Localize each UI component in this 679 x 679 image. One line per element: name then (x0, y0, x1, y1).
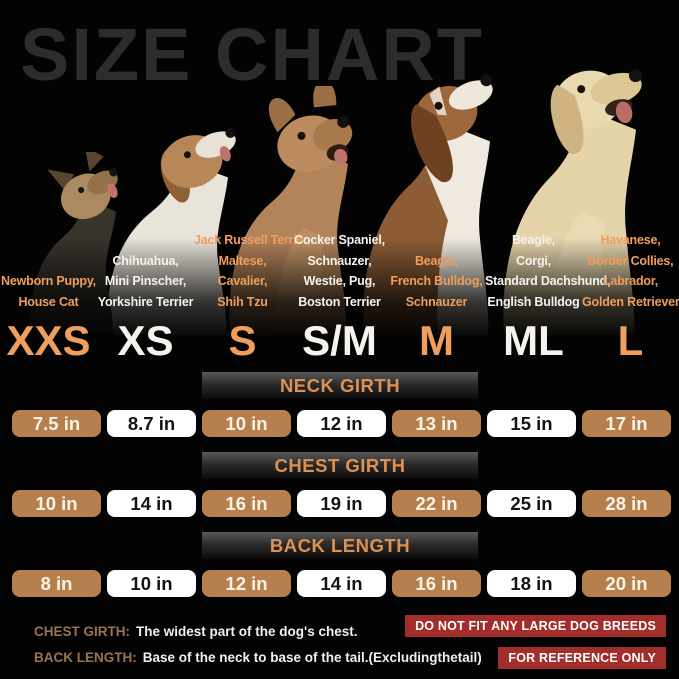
breed-list-s: Jack Russell Terrier, Maltese, Cavalier,… (194, 230, 311, 312)
size-value-box: 18 in (487, 570, 576, 597)
size-value-box: 22 in (392, 490, 481, 517)
size-value-box: 28 in (582, 490, 671, 517)
size-value-box: 7.5 in (12, 410, 101, 437)
breed-line: Maltese, (218, 253, 267, 268)
size-value-box: 16 in (202, 490, 291, 517)
neck-girth-values-row: 7.5 in 8.7 in 10 in 12 in 13 in 15 in 17… (12, 410, 671, 437)
size-value-box: 8 in (12, 570, 101, 597)
size-label-sm: S/M (302, 317, 377, 364)
size-value-box: 10 in (12, 490, 101, 517)
breed-list-m: Beagle, French Bulldog, Schnauzer (388, 251, 485, 313)
chest-girth-note-label: CHEST GIRTH: (34, 624, 130, 639)
section-header-neck-girth: NECK GIRTH (202, 372, 478, 399)
size-value-box: 12 in (202, 570, 291, 597)
breed-line: Border Collies, (587, 253, 674, 268)
breed-line: Golden Retriever (582, 294, 679, 309)
breed-list-sm: Cocker Spaniel, Schnauzer, Westie, Pug, … (291, 230, 388, 312)
size-label-xxs: XXS (6, 317, 91, 364)
breed-line: Yorkshire Terrier (97, 294, 194, 309)
breed-line: Jack Russell Terrier, (194, 233, 311, 247)
size-value-box: 17 in (582, 410, 671, 437)
warning-badge-reference-only: FOR REFERENCE ONLY (498, 647, 666, 669)
breed-line: Newborn Puppy, (1, 274, 96, 288)
breed-line: House Cat (18, 294, 79, 309)
breed-line: Mini Pinscher, (104, 274, 187, 288)
size-value-box: 14 in (107, 490, 196, 517)
photo-fade-overlay (0, 238, 679, 340)
size-value-box: 15 in (487, 410, 576, 437)
back-length-note: BACK LENGTH: Base of the neck to base of … (34, 650, 482, 665)
breed-line: Beagle, (414, 253, 459, 268)
size-label-m: M (419, 317, 454, 364)
back-length-note-text: Base of the neck to base of the tail.(Ex… (142, 650, 482, 665)
size-value-box: 12 in (297, 410, 386, 437)
size-value-box: 25 in (487, 490, 576, 517)
size-value-box: 10 in (107, 570, 196, 597)
chest-girth-note: CHEST GIRTH: The widest part of the dog's… (34, 624, 357, 639)
warning-badge-large-breeds: DO NOT FIT ANY LARGE DOG BREEDS (405, 615, 666, 637)
breed-line: Chihuahua, (112, 253, 179, 268)
breed-line: Westie, Pug, (303, 274, 376, 288)
size-value-box: 10 in (202, 410, 291, 437)
chest-girth-note-text: The widest part of the dog's chest. (136, 624, 358, 639)
breed-list-xxs: Newborn Puppy, House Cat (0, 271, 97, 312)
size-label-ml: ML (503, 317, 564, 364)
breed-line: Beagle, (511, 233, 556, 247)
breed-line: Cavalier, (217, 274, 268, 288)
page-title: SIZE CHART (20, 13, 484, 96)
breed-line: Corgi, (516, 253, 551, 268)
section-header-back-length: BACK LENGTH (202, 532, 478, 559)
size-value-box: 19 in (297, 490, 386, 517)
breed-line: Cocker Spaniel, (294, 233, 385, 247)
breed-lists-row: Newborn Puppy, House Cat Chihuahua, Mini… (0, 224, 679, 312)
section-header-chest-girth: CHEST GIRTH (202, 452, 478, 479)
breed-line: French Bulldog, (390, 274, 483, 288)
size-value-box: 20 in (582, 570, 671, 597)
breed-line: Shih Tzu (217, 294, 268, 309)
breed-line: Boston Terrier (298, 294, 381, 309)
breed-line: Schnauzer (405, 294, 468, 309)
size-label-xs: XS (117, 317, 174, 364)
chest-girth-values-row: 10 in 14 in 16 in 19 in 22 in 25 in 28 i… (12, 490, 671, 517)
breed-line: Labrador, (602, 274, 659, 288)
size-labels-row: XXS XS S S/M M ML L (0, 316, 679, 366)
back-length-note-label: BACK LENGTH: (34, 650, 137, 665)
breed-line: English Bulldog (487, 294, 580, 309)
breed-line: Standard Dachshund, (485, 274, 611, 288)
size-label-s: S (228, 317, 257, 364)
breed-list-ml: Beagle, Corgi, Standard Dachshund, Engli… (485, 230, 611, 312)
breed-line: Schnauzer, (307, 253, 372, 268)
breed-line: Havanese, (600, 233, 661, 247)
size-label-l: L (617, 317, 644, 364)
breed-list-l: Havanese, Border Collies, Labrador, Gold… (582, 230, 679, 312)
breed-list-xs: Chihuahua, Mini Pinscher, Yorkshire Terr… (97, 251, 194, 313)
size-value-box: 8.7 in (107, 410, 196, 437)
size-value-box: 13 in (392, 410, 481, 437)
size-value-box: 16 in (392, 570, 481, 597)
back-length-values-row: 8 in 10 in 12 in 14 in 16 in 18 in 20 in (12, 570, 671, 597)
size-value-box: 14 in (297, 570, 386, 597)
